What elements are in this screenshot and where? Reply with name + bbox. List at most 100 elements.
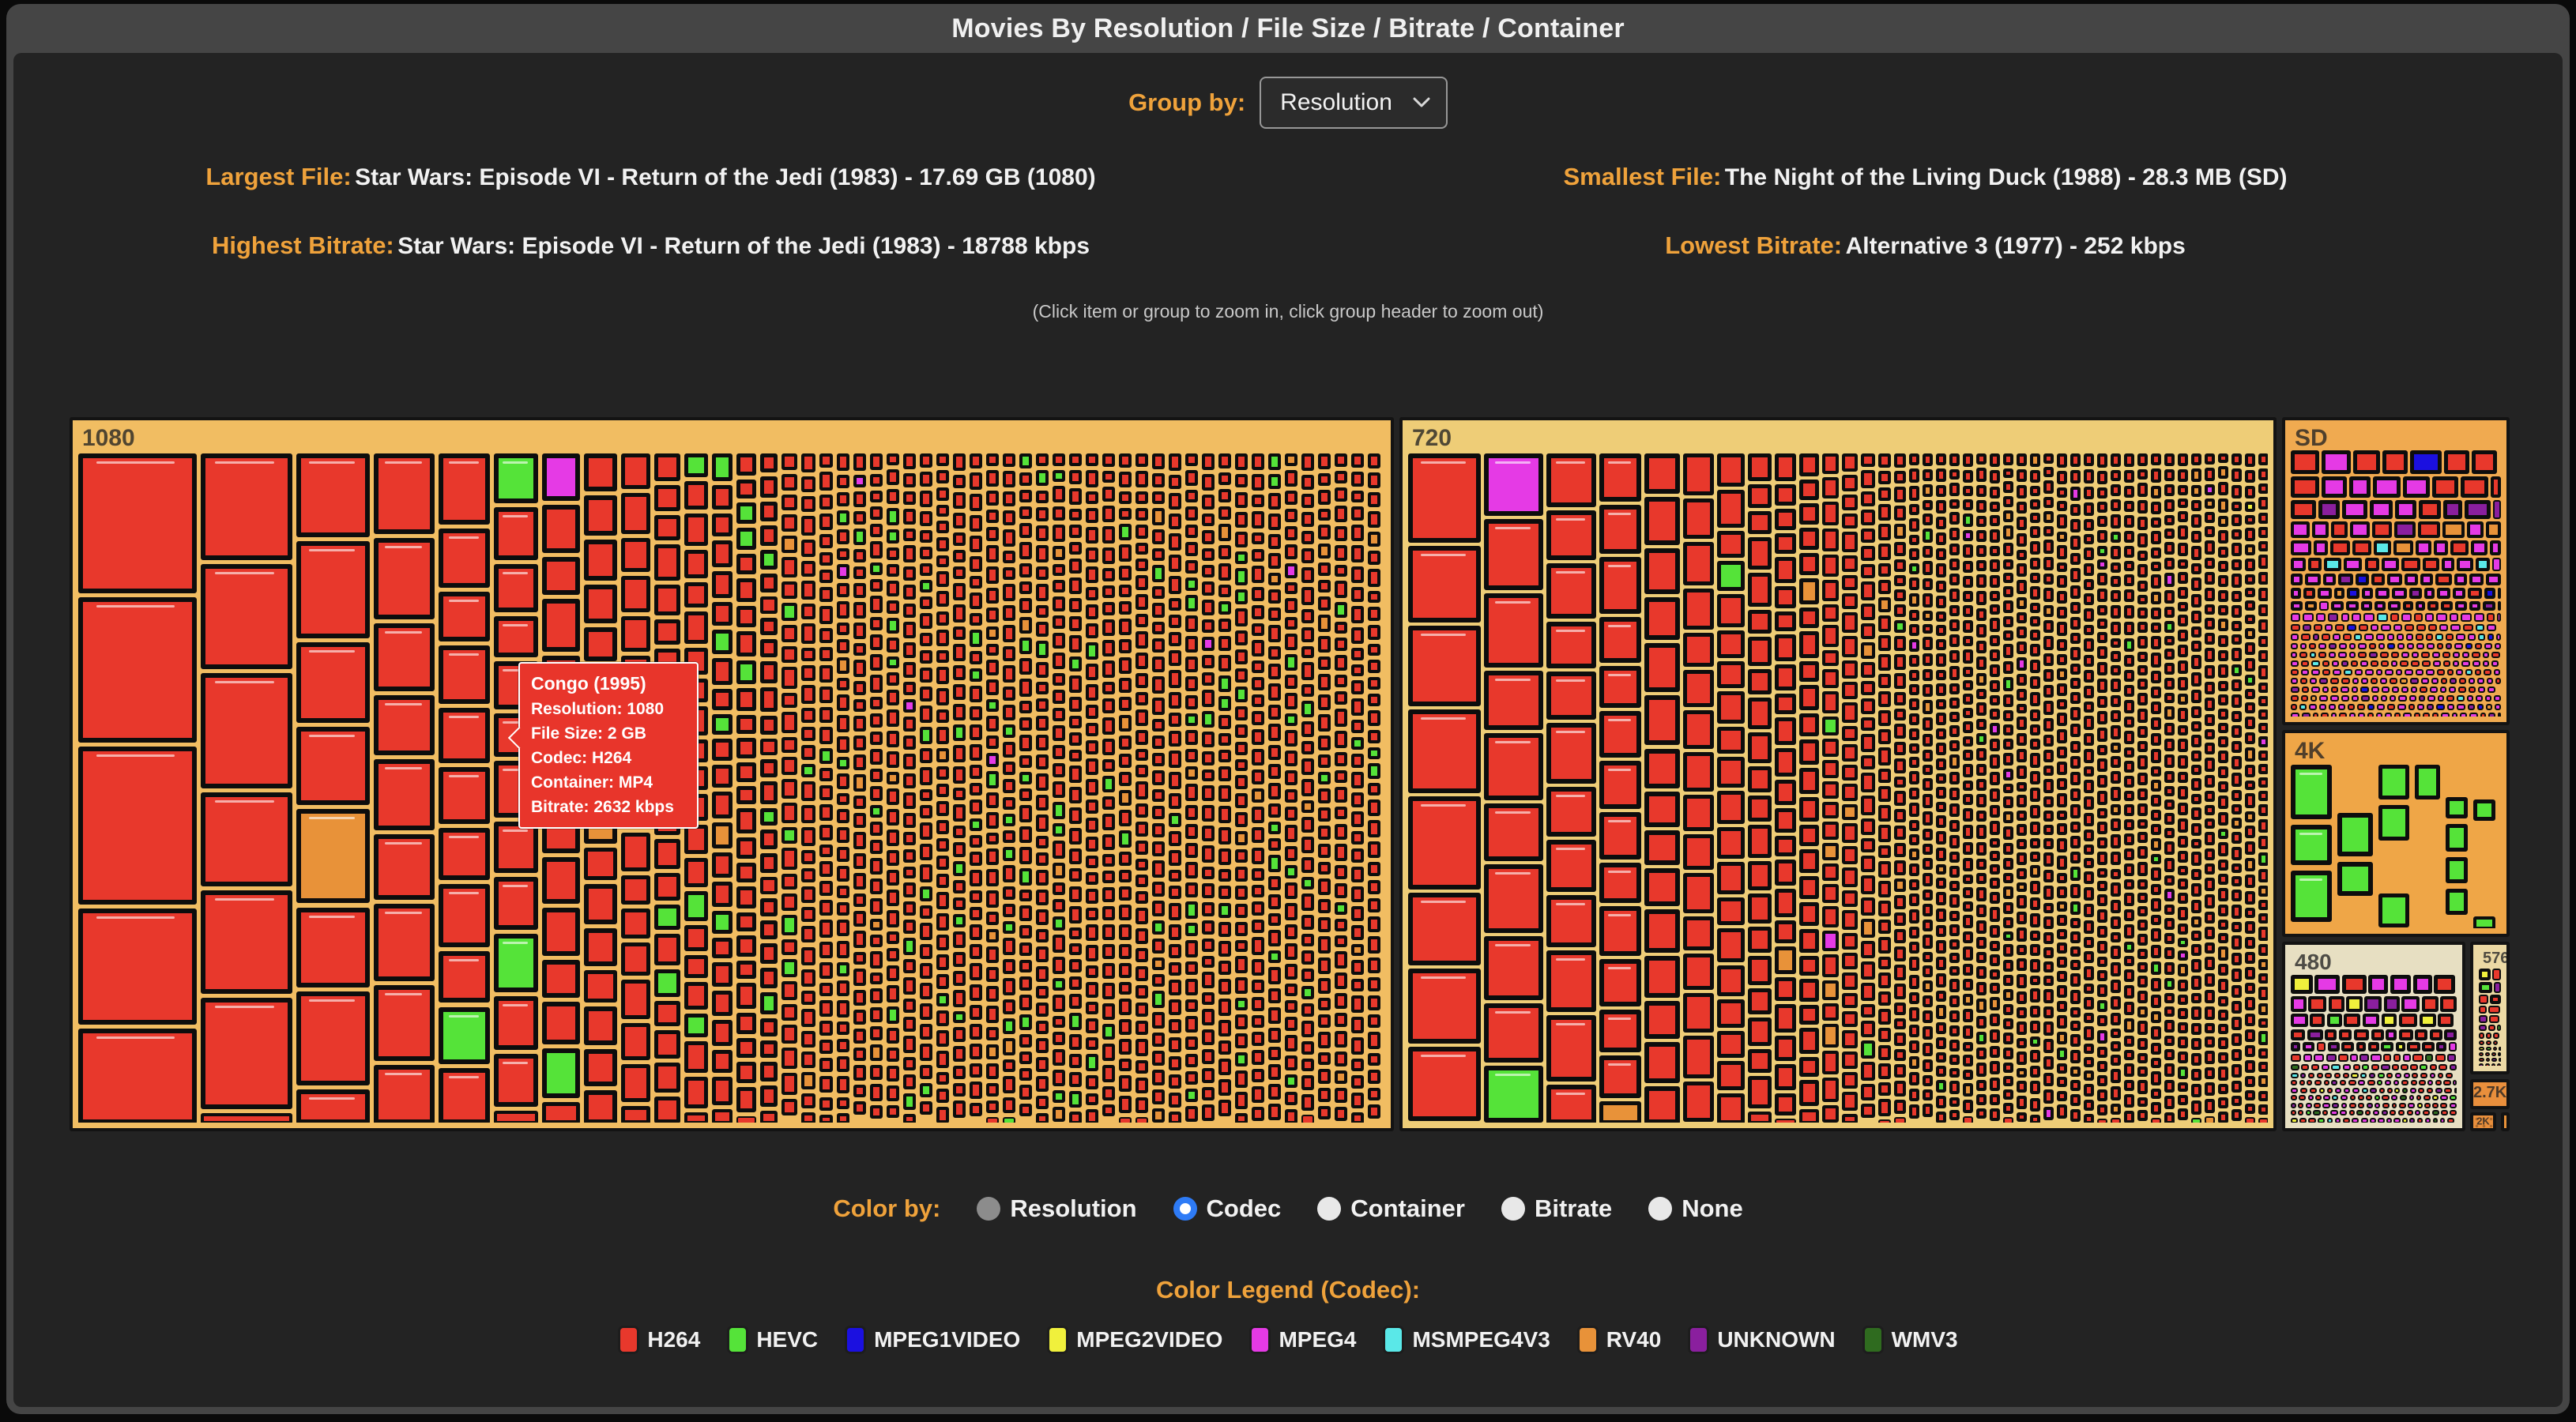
treemap-tile[interactable] — [2056, 971, 2067, 982]
treemap-tile[interactable] — [2177, 865, 2188, 876]
treemap-tile[interactable] — [2358, 642, 2367, 649]
treemap-tile[interactable] — [2322, 660, 2330, 667]
treemap-tile[interactable] — [870, 595, 883, 614]
treemap-tile[interactable] — [853, 795, 867, 810]
treemap-tile[interactable] — [1799, 825, 1819, 846]
treemap-tile[interactable] — [2056, 886, 2067, 898]
treemap-tile[interactable] — [1318, 525, 1331, 540]
treemap-tile[interactable] — [1368, 783, 1381, 796]
treemap-tile[interactable] — [953, 897, 966, 910]
treemap-tile[interactable] — [2043, 869, 2054, 883]
treemap-tile[interactable] — [1962, 931, 1973, 943]
treemap-tile[interactable] — [1036, 908, 1049, 925]
treemap-tile[interactable] — [1102, 698, 1116, 714]
treemap-tile[interactable] — [1935, 831, 1946, 845]
treemap-tile[interactable] — [2217, 694, 2228, 705]
treemap-tile[interactable] — [684, 825, 708, 854]
treemap-tile[interactable] — [1102, 470, 1116, 483]
treemap-tile[interactable] — [2190, 484, 2201, 498]
treemap-tile[interactable] — [2069, 678, 2081, 690]
treemap-tile[interactable] — [2429, 1029, 2442, 1040]
treemap-tile[interactable] — [1185, 559, 1199, 574]
treemap-tile[interactable] — [2362, 1063, 2370, 1070]
treemap-tile[interactable] — [2002, 1018, 2013, 1030]
treemap-tile[interactable] — [2291, 1072, 2299, 1078]
treemap-tile[interactable] — [2150, 701, 2161, 715]
treemap-tile[interactable] — [903, 1036, 917, 1053]
treemap-tile[interactable] — [2491, 1057, 2497, 1062]
treemap-tile[interactable] — [1003, 1076, 1016, 1094]
treemap-tile[interactable] — [2378, 1117, 2385, 1123]
treemap-tile[interactable] — [2056, 873, 2067, 883]
treemap-group-header-2K[interactable]: 2K — [2476, 1115, 2490, 1127]
treemap-tile[interactable] — [711, 738, 733, 761]
treemap-tile[interactable] — [1860, 1083, 1875, 1100]
treemap-tile[interactable] — [1546, 786, 1596, 837]
treemap-tile[interactable] — [1962, 590, 1973, 602]
treemap-tile[interactable] — [1185, 694, 1199, 710]
treemap-tile[interactable] — [684, 550, 708, 579]
treemap-tile[interactable] — [2190, 514, 2201, 529]
treemap-tile[interactable] — [2190, 705, 2201, 718]
treemap-tile[interactable] — [2436, 1042, 2447, 1052]
treemap-tile[interactable] — [1962, 764, 1973, 778]
treemap-tile[interactable] — [2069, 536, 2081, 550]
treemap-tile[interactable] — [920, 1101, 933, 1115]
treemap-tile[interactable] — [903, 604, 917, 618]
treemap-tile[interactable] — [800, 826, 816, 846]
treemap-tile[interactable] — [1102, 796, 1116, 810]
treemap-tile[interactable] — [936, 820, 950, 834]
treemap-tile[interactable] — [1318, 825, 1331, 840]
treemap-tile[interactable] — [1003, 830, 1016, 844]
treemap-tile[interactable] — [2433, 660, 2441, 667]
treemap-tile[interactable] — [1135, 542, 1149, 555]
treemap-tile[interactable] — [870, 578, 883, 592]
treemap-tile[interactable] — [2204, 911, 2215, 924]
treemap-tile[interactable] — [2299, 1080, 2305, 1086]
treemap-tile[interactable] — [1102, 738, 1116, 756]
treemap-tile[interactable] — [2357, 651, 2367, 658]
treemap-tile[interactable] — [1368, 936, 1381, 954]
treemap-tile[interactable] — [1935, 516, 1946, 530]
treemap-tile[interactable] — [2150, 824, 2161, 836]
treemap-tile[interactable] — [759, 1110, 778, 1123]
treemap-tile[interactable] — [1989, 618, 2000, 632]
treemap-tile[interactable] — [1368, 694, 1381, 707]
treemap-tile[interactable] — [1989, 771, 2000, 786]
treemap-tile[interactable] — [1036, 735, 1049, 751]
treemap-tile[interactable] — [2177, 878, 2188, 890]
treemap-tile[interactable] — [2371, 1063, 2379, 1070]
treemap-tile[interactable] — [2056, 500, 2067, 511]
treemap-tile[interactable] — [736, 527, 756, 550]
treemap-tile[interactable] — [936, 667, 950, 685]
treemap-tile[interactable] — [2164, 453, 2175, 467]
treemap-tile[interactable] — [2110, 695, 2121, 708]
treemap-tile[interactable] — [1119, 714, 1132, 732]
treemap-tile[interactable] — [2401, 686, 2409, 693]
treemap-tile[interactable] — [986, 869, 1000, 887]
treemap-tile[interactable] — [2416, 623, 2426, 632]
treemap-tile[interactable] — [1086, 740, 1099, 754]
treemap-tile[interactable] — [620, 616, 650, 653]
treemap-tile[interactable] — [1644, 830, 1680, 866]
treemap-tile[interactable] — [1152, 789, 1166, 802]
treemap-tile[interactable] — [2043, 620, 2054, 633]
treemap-tile[interactable] — [2002, 616, 2013, 627]
treemap-tile[interactable] — [1351, 943, 1365, 957]
treemap-tile[interactable] — [2083, 796, 2094, 810]
treemap-tile[interactable] — [1989, 634, 2000, 646]
treemap-tile[interactable] — [2043, 1073, 2054, 1087]
treemap-tile[interactable] — [1218, 675, 1232, 693]
treemap-tile[interactable] — [986, 679, 1000, 695]
treemap-tile[interactable] — [1019, 542, 1033, 560]
treemap-tile[interactable] — [1036, 1021, 1049, 1034]
treemap-tile[interactable] — [2110, 679, 2121, 693]
treemap-tile[interactable] — [1268, 837, 1282, 852]
treemap-tile[interactable] — [2308, 642, 2316, 649]
treemap-tile[interactable] — [2480, 712, 2487, 717]
treemap-tile[interactable] — [2177, 615, 2188, 626]
treemap-tile[interactable] — [1351, 736, 1365, 750]
treemap-tile[interactable] — [2244, 642, 2255, 655]
treemap-tile[interactable] — [1877, 1119, 1891, 1123]
treemap-tile[interactable] — [2204, 942, 2215, 954]
